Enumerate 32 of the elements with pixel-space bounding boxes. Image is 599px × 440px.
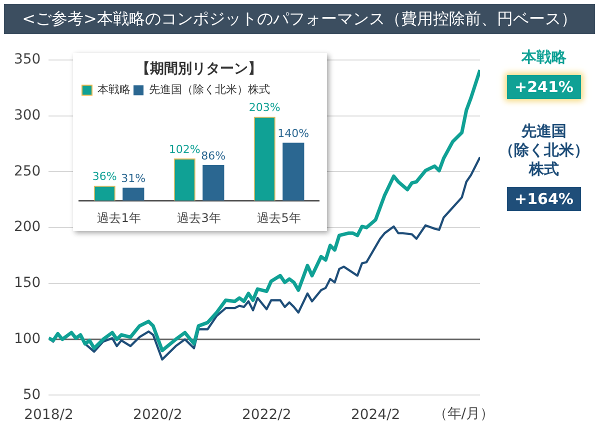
y-tick-label: 300 [14, 108, 41, 124]
y-tick-label: 250 [14, 163, 41, 180]
data-label: 140% [278, 127, 310, 140]
y-tick-label: 350 [14, 52, 41, 68]
legend-label: 先進国（除く北米）株式 [149, 83, 270, 96]
data-label: 86% [201, 149, 226, 162]
series-label: 先進国（除く北米）株式 [498, 122, 590, 179]
x-tick-label: 2024/2 [350, 407, 400, 424]
chart-title: <ご参考>本戦略のコンポジットのパフォーマンス（費用控除前、円ベース） [4, 4, 595, 34]
bar [122, 188, 144, 201]
bar [282, 142, 304, 201]
x-axis-title: （年/月） [433, 406, 494, 422]
y-tick-label: 150 [14, 275, 41, 292]
x-tick-label: 過去3年 [177, 210, 221, 225]
y-tick-label: 50 [22, 386, 41, 403]
x-tick-label: 過去1年 [97, 210, 141, 225]
data-label: 203% [248, 101, 280, 114]
text: +164% [506, 187, 582, 211]
bar [202, 165, 224, 201]
x-tick-label: 2020/2 [133, 407, 182, 424]
text: +241% [506, 75, 582, 99]
x-tick-label: 2022/2 [242, 407, 292, 424]
chart-title: 【期間別リターン】 [136, 61, 262, 78]
y-tick-label: 100 [14, 330, 41, 347]
x-tick-label: 過去5年 [257, 210, 301, 225]
data-label: 36% [92, 170, 117, 184]
x-tick-label: 2018/2 [24, 407, 74, 424]
legend-label: 本戦略 [98, 83, 130, 96]
data-label: 102% [168, 142, 200, 156]
y-tick-label: 200 [14, 219, 41, 236]
data-label: 31% [121, 172, 146, 186]
text: 本戦略 [520, 48, 568, 67]
